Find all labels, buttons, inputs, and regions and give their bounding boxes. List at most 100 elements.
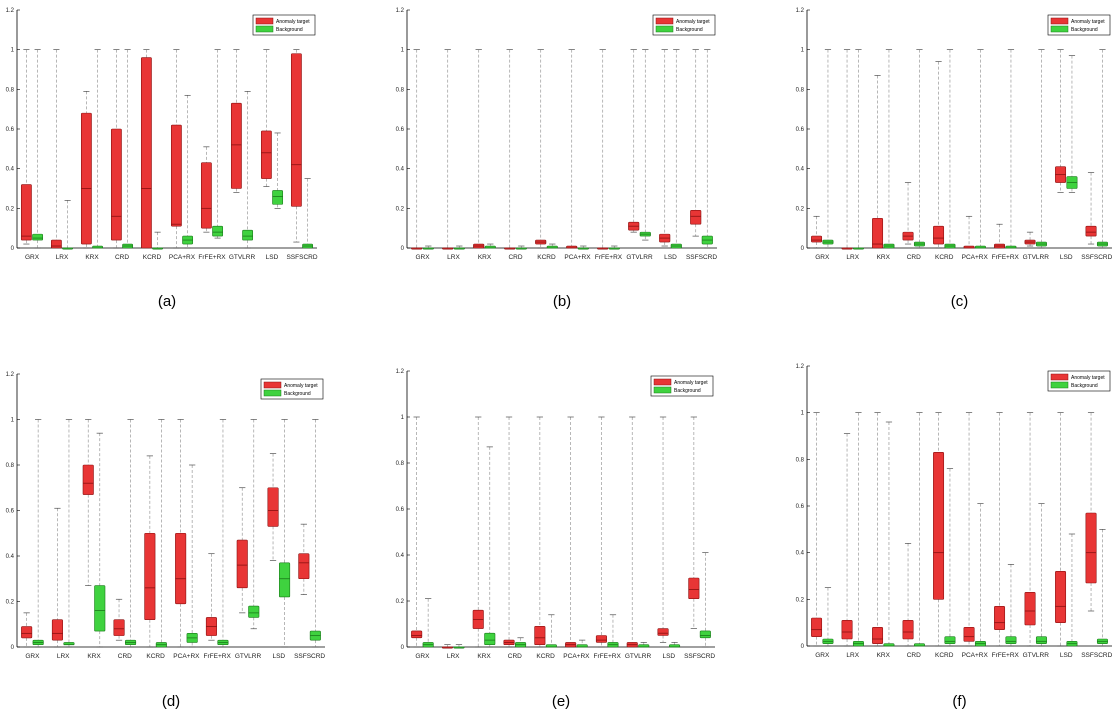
target-box xyxy=(994,606,1006,630)
target-box xyxy=(902,620,914,640)
legend-label: Background xyxy=(1071,27,1098,33)
x-tick-label: SSFSCRD xyxy=(286,254,317,261)
target-box xyxy=(20,184,32,241)
target-box xyxy=(140,57,152,249)
y-tick-label: 1 xyxy=(11,418,15,424)
y-tick-label: 1.2 xyxy=(396,8,405,14)
target-box xyxy=(290,53,302,207)
panel-label: (a) xyxy=(158,293,176,310)
target-box xyxy=(872,627,884,644)
x-tick-label: SSFSCRD xyxy=(1081,652,1112,659)
background-box xyxy=(248,605,260,618)
x-tick-label: CRD xyxy=(508,653,522,660)
target-box xyxy=(657,628,669,636)
target-box xyxy=(811,235,823,243)
legend-label: Background xyxy=(284,391,311,397)
y-tick-label: 0.2 xyxy=(796,206,805,212)
x-tick-label: KRX xyxy=(87,653,101,660)
x-tick-label: PCA+RX xyxy=(563,653,590,660)
y-tick-label: 0.4 xyxy=(396,553,405,559)
legend-label: Anomaly target xyxy=(676,19,710,25)
panel-label: (e) xyxy=(552,693,570,710)
y-tick-label: 1 xyxy=(401,415,405,421)
legend-label: Anomaly target xyxy=(276,19,310,25)
x-tick-label: GTVLRR xyxy=(229,254,256,261)
target-box xyxy=(534,625,546,645)
x-tick-label: GRX xyxy=(415,254,430,261)
x-tick-label: GRX xyxy=(815,652,830,659)
target-box xyxy=(811,617,823,637)
target-box xyxy=(1024,592,1036,626)
y-tick-label: 0 xyxy=(801,644,805,650)
y-tick-label: 0 xyxy=(401,645,405,651)
x-tick-label: FrFE+RX xyxy=(992,254,1020,261)
x-tick-label: LSD xyxy=(1060,652,1073,659)
y-tick-label: 0.6 xyxy=(796,504,805,510)
x-tick-label: PCA+RX xyxy=(173,653,200,660)
x-tick-label: KRX xyxy=(478,254,492,261)
target-box xyxy=(21,626,33,639)
y-tick-label: 0.2 xyxy=(6,206,15,212)
legend-label: Anomaly target xyxy=(674,380,708,386)
legend-swatch xyxy=(1050,25,1069,33)
x-tick-label: LRX xyxy=(56,254,69,261)
background-box xyxy=(484,632,496,646)
x-tick-label: PCA+RX xyxy=(962,652,989,659)
target-box xyxy=(1085,225,1097,237)
y-tick-label: 0.2 xyxy=(796,597,805,603)
target-box xyxy=(260,130,272,179)
legend-swatch xyxy=(263,389,282,397)
background-box xyxy=(944,636,956,644)
x-tick-label: KCRD xyxy=(935,254,954,261)
x-tick-label: LRX xyxy=(447,254,460,261)
background-box xyxy=(212,225,224,237)
target-box xyxy=(80,112,92,245)
y-tick-label: 1 xyxy=(401,48,405,54)
y-tick-label: 0.4 xyxy=(796,551,805,557)
y-tick-label: 0 xyxy=(11,246,15,252)
target-box xyxy=(113,619,125,636)
background-box xyxy=(94,585,106,632)
legend-swatch xyxy=(655,25,674,33)
legend-swatch xyxy=(655,17,674,25)
target-box xyxy=(298,553,310,580)
y-tick-label: 0 xyxy=(801,246,805,252)
y-tick-label: 0.4 xyxy=(6,554,15,560)
panel-label: (c) xyxy=(951,293,969,310)
x-tick-label: GRX xyxy=(815,254,830,261)
y-tick-label: 0.8 xyxy=(6,87,15,93)
y-tick-label: 1.2 xyxy=(796,364,805,370)
background-box xyxy=(1005,636,1017,644)
target-box xyxy=(267,487,279,527)
target-box xyxy=(933,452,945,600)
x-tick-label: SSFSCRD xyxy=(684,653,715,660)
y-tick-label: 0.2 xyxy=(396,599,405,605)
y-tick-label: 0.6 xyxy=(396,507,405,513)
y-tick-label: 0 xyxy=(401,246,405,252)
target-box xyxy=(230,102,242,189)
x-tick-label: GRX xyxy=(25,254,40,261)
y-tick-label: 0.6 xyxy=(796,127,805,133)
y-tick-label: 0.8 xyxy=(396,461,405,467)
panel-label: (b) xyxy=(553,293,571,310)
x-tick-label: LRX xyxy=(846,652,859,659)
y-tick-label: 0 xyxy=(11,645,15,651)
legend-label: Background xyxy=(276,27,303,33)
x-tick-label: LRX xyxy=(447,653,460,660)
x-tick-label: LSD xyxy=(662,653,675,660)
x-tick-label: LSD xyxy=(664,254,677,261)
y-tick-label: 0.6 xyxy=(6,127,15,133)
background-box xyxy=(242,229,254,241)
target-box xyxy=(200,162,212,229)
y-tick-label: 1 xyxy=(11,48,15,54)
target-box xyxy=(595,635,607,643)
x-tick-label: GRX xyxy=(25,653,40,660)
target-box xyxy=(170,124,182,227)
y-tick-label: 0.8 xyxy=(796,457,805,463)
